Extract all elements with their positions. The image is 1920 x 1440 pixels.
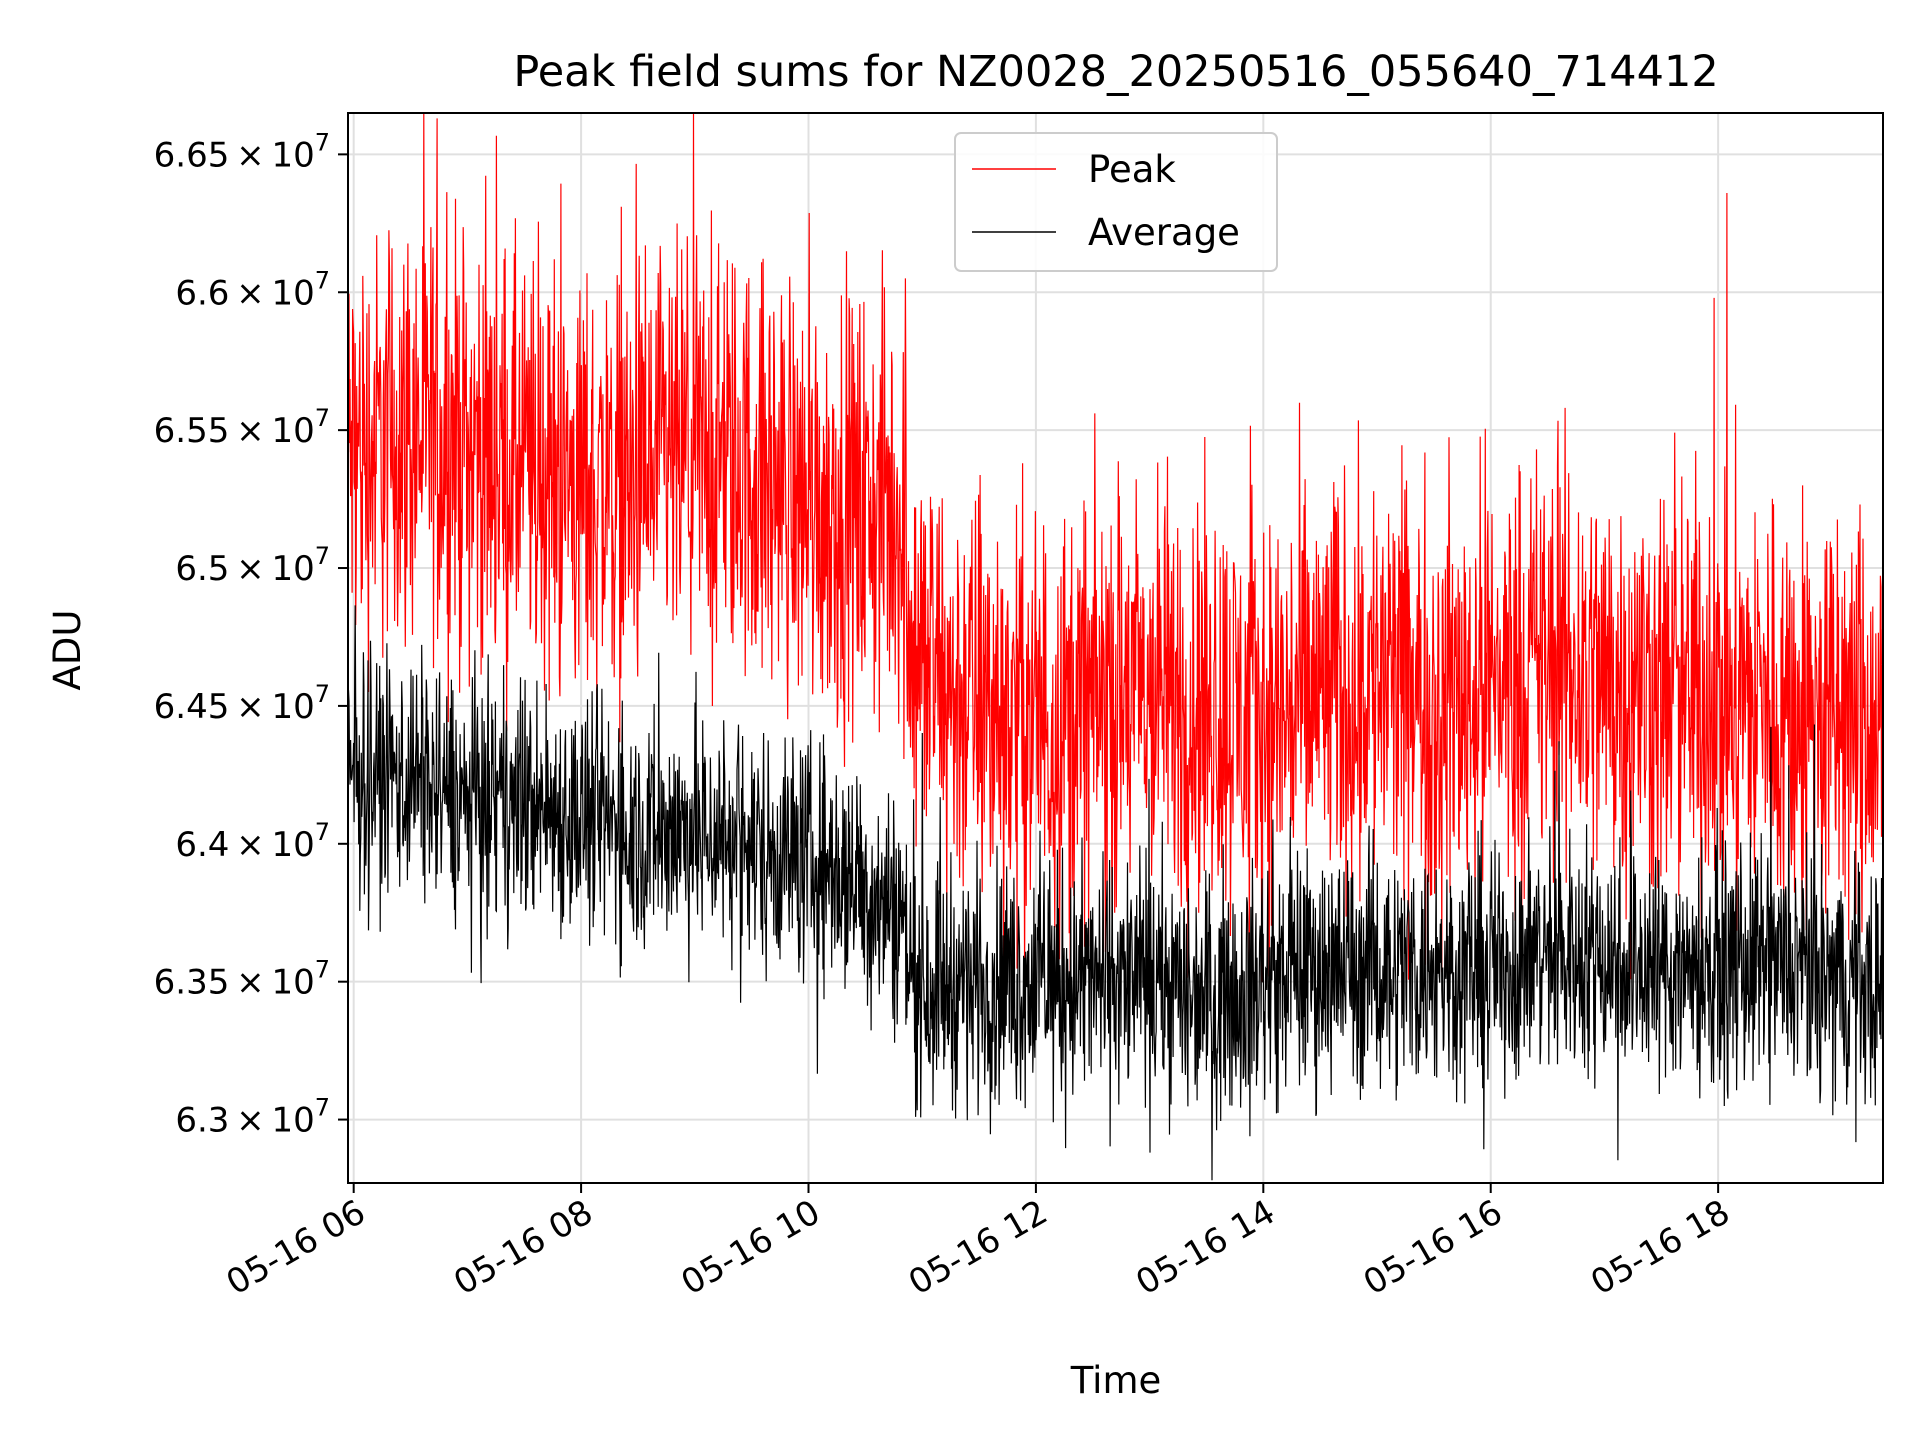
y-tick-label: 6.35 × 107: [154, 956, 330, 1003]
series-line-average: [348, 605, 1883, 1181]
y-tick-label: 6.45 × 107: [154, 680, 330, 727]
legend: Peak Average: [954, 132, 1278, 272]
y-axis: 6.3 × 107 6.35 × 107 6.4 × 107 6.45 × 107 6.…: [154, 128, 348, 1141]
legend-label-average: Average: [1088, 211, 1240, 254]
y-tick-label: 6.55 × 107: [154, 404, 330, 451]
y-tick-label: 6.4 × 107: [175, 818, 330, 865]
legend-label-peak: Peak: [1088, 148, 1176, 191]
y-tick-label: 6.65 × 107: [154, 128, 330, 175]
chart-title: Peak field sums for NZ0028_20250516_0556…: [513, 47, 1718, 97]
plot-frame: [347, 112, 1884, 1184]
y-tick-label: 6.3 × 107: [175, 1094, 330, 1141]
legend-box: [954, 132, 1278, 272]
x-axis-label: Time: [1070, 1359, 1162, 1402]
plot-area: [348, 113, 1883, 1181]
y-tick-label: 6.6 × 107: [175, 266, 330, 313]
y-tick-label: 6.5 × 107: [175, 542, 330, 589]
y-axis-label: ADU: [46, 610, 89, 691]
series-line-peak: [348, 113, 1883, 982]
